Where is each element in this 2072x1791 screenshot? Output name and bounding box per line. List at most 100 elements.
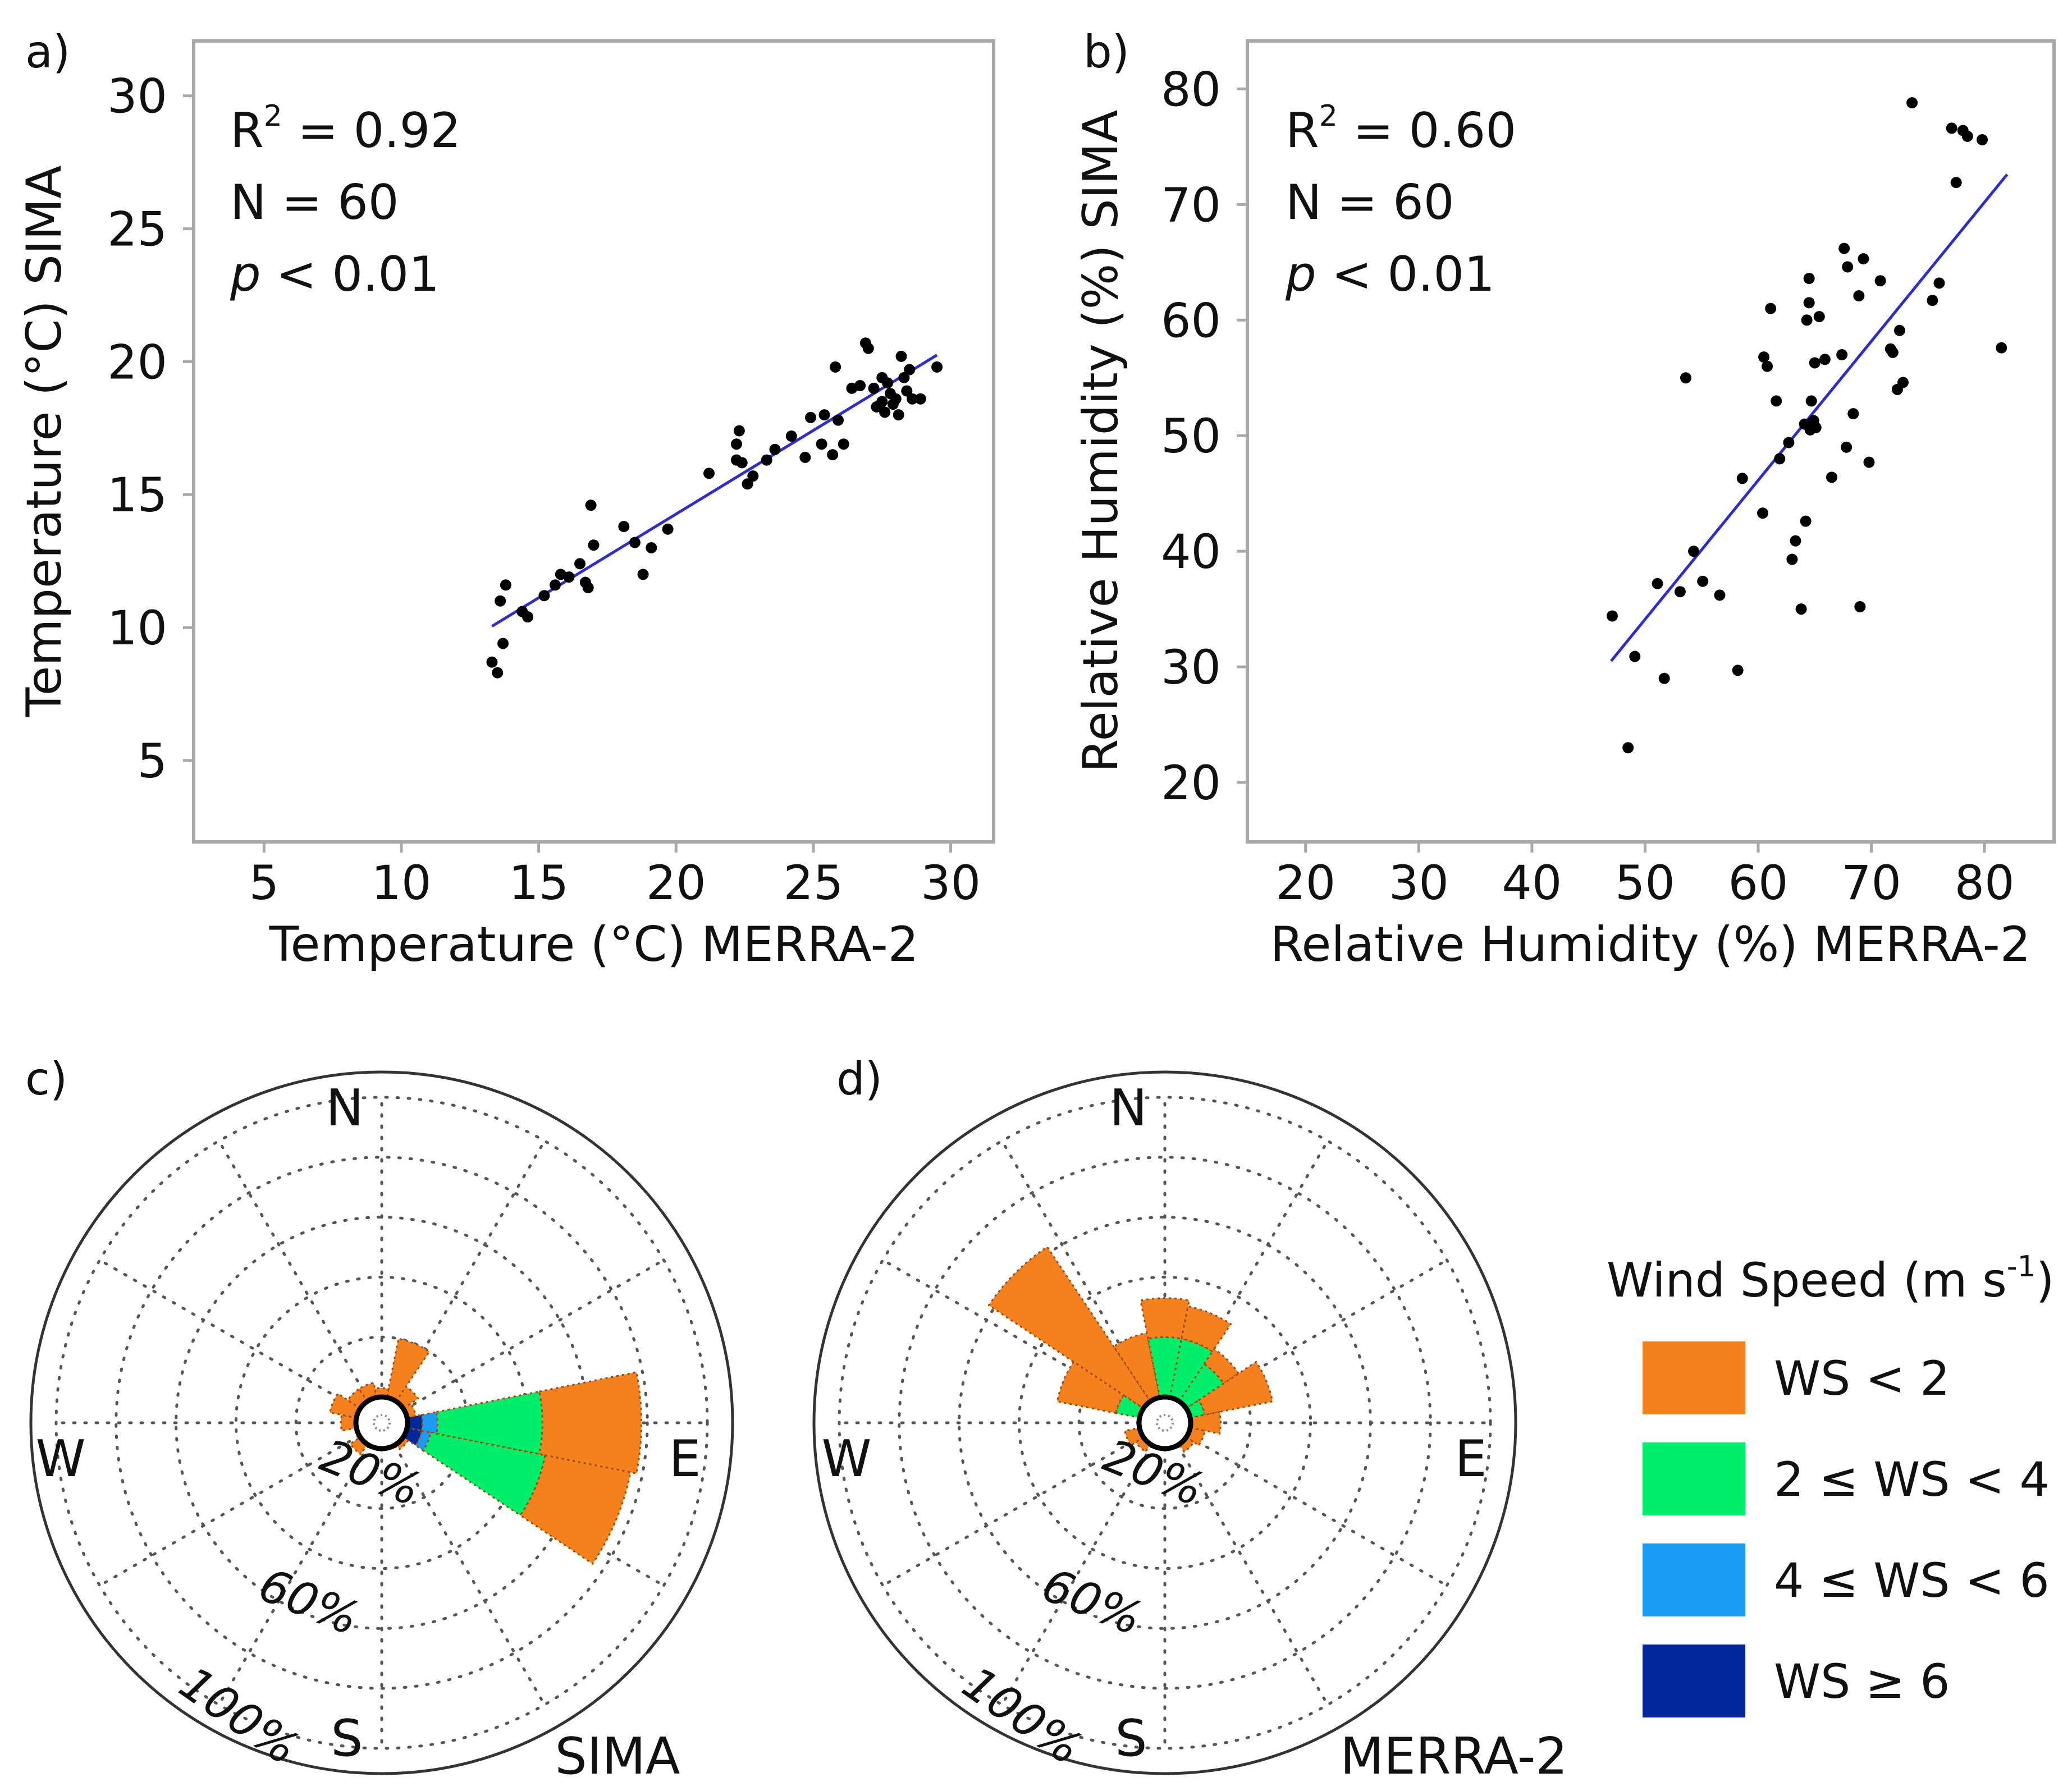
panel-a-x-label: Temperature (°C) MERRA-2 <box>269 917 919 973</box>
rose-wedge <box>386 1337 431 1403</box>
data-point <box>904 364 916 375</box>
data-point <box>1906 97 1918 109</box>
data-point <box>646 542 657 553</box>
grid-spoke <box>217 1139 371 1402</box>
legend-label: WS ≥ 6 <box>1774 1654 1950 1709</box>
x-tick-label: 50 <box>1615 855 1675 910</box>
rose-wedge <box>1139 1297 1191 1340</box>
legend-swatch <box>1643 1442 1745 1515</box>
panel-b-plot-frame <box>1246 39 2056 844</box>
data-point <box>1874 275 1886 287</box>
data-point <box>1771 395 1782 407</box>
panel-d-east-label: E <box>1455 1430 1487 1488</box>
x-tick-label: 5 <box>249 855 279 910</box>
y-tick-label: 80 <box>1161 62 1221 117</box>
data-point <box>876 396 888 407</box>
panel-b-y-ticks: 20 30 40 50 60 70 80 <box>1161 62 1249 810</box>
data-point <box>1757 507 1769 519</box>
data-point <box>1652 578 1663 589</box>
data-point <box>618 521 630 533</box>
data-point <box>1800 515 1812 527</box>
data-point <box>818 409 830 421</box>
panel-c-center-circle <box>353 1394 410 1451</box>
rose-wedge <box>1181 1305 1232 1353</box>
panel-b-points <box>1606 97 2007 754</box>
panel-c-source-label: SIMA <box>555 1727 680 1786</box>
panel-b-x-label: Relative Humidity (%) MERRA-2 <box>1270 917 2031 973</box>
data-point <box>1810 422 1822 433</box>
legend-label: 2 ≤ WS < 4 <box>1774 1452 2050 1507</box>
y-tick-label: 15 <box>107 468 167 523</box>
data-point <box>549 579 561 591</box>
panel-d-grid <box>838 1096 1492 1750</box>
x-tick-label: 15 <box>509 855 569 910</box>
data-point <box>585 500 597 511</box>
legend-label: WS < 2 <box>1774 1351 1950 1406</box>
panel-a-p-value: p < 0.01 <box>230 246 440 303</box>
data-point <box>495 595 506 607</box>
data-point <box>1946 122 1957 134</box>
panel-a-x-ticks: 5 10 15 20 25 30 <box>249 840 981 910</box>
data-point <box>574 558 586 570</box>
data-point <box>1996 342 2007 354</box>
data-point <box>492 667 504 679</box>
grid-spoke <box>98 1258 361 1412</box>
data-point <box>1805 395 1817 407</box>
grid-ring <box>898 1156 1432 1690</box>
data-point <box>862 342 874 354</box>
data-point <box>747 470 759 482</box>
data-point <box>1897 377 1909 388</box>
legend-label: 4 ≤ WS < 6 <box>1774 1553 2050 1608</box>
x-tick-label: 70 <box>1841 855 1901 910</box>
panel-c-wedges <box>328 1337 642 1565</box>
data-point <box>879 406 891 418</box>
windrose-panel-c: c) N E S W 20% 60% 100% SIMA <box>25 1053 734 1786</box>
data-point <box>893 409 904 421</box>
data-point <box>637 569 649 580</box>
panel-b-n: N = 60 <box>1286 175 1454 231</box>
panel-b-letter: b) <box>1083 26 1129 78</box>
grid-spoke <box>1000 1444 1154 1706</box>
data-point <box>1863 456 1875 468</box>
data-point <box>522 611 534 623</box>
grid-spoke <box>1176 1444 1329 1706</box>
y-tick-label: 20 <box>107 335 167 390</box>
data-point <box>838 438 849 450</box>
data-point <box>914 393 926 405</box>
panel-d-south-label: S <box>1115 1709 1147 1768</box>
data-point <box>1803 297 1815 309</box>
panel-d-letter: d) <box>836 1053 882 1105</box>
y-tick-label: 30 <box>107 69 167 124</box>
grid-spoke <box>393 1139 546 1402</box>
data-point <box>1819 354 1831 365</box>
data-point <box>1765 303 1777 314</box>
x-tick-label: 80 <box>1955 855 2015 910</box>
panel-a-r2: R2 = 0.92 <box>230 99 461 159</box>
panel-d-north-label: N <box>1109 1079 1147 1138</box>
rose-wedge <box>1147 1336 1183 1399</box>
legend-swatch <box>1643 1645 1745 1717</box>
data-point <box>901 385 913 397</box>
data-point <box>882 377 894 389</box>
grid-ring <box>115 1156 649 1690</box>
panel-c-east-label: E <box>669 1430 701 1488</box>
x-tick-label: 20 <box>646 855 706 910</box>
data-point <box>890 393 902 405</box>
data-point <box>1697 575 1709 587</box>
y-tick-label: 60 <box>1161 293 1221 348</box>
grid-spoke <box>402 1434 665 1587</box>
data-point <box>1847 408 1859 420</box>
panel-a-n: N = 60 <box>230 175 399 231</box>
data-point <box>785 430 797 442</box>
y-tick-label: 25 <box>107 202 167 257</box>
panel-c-south-label: S <box>331 1709 363 1768</box>
data-point <box>830 361 841 373</box>
panel-c-letter: c) <box>25 1053 67 1105</box>
y-tick-label: 50 <box>1161 409 1221 464</box>
panel-c-ring-label-60: 60% <box>251 1558 367 1646</box>
rose-wedge <box>987 1245 1152 1410</box>
x-tick-label: 40 <box>1502 855 1562 910</box>
panel-d-center-dot <box>1156 1414 1174 1432</box>
grid-ring <box>1017 1275 1312 1570</box>
